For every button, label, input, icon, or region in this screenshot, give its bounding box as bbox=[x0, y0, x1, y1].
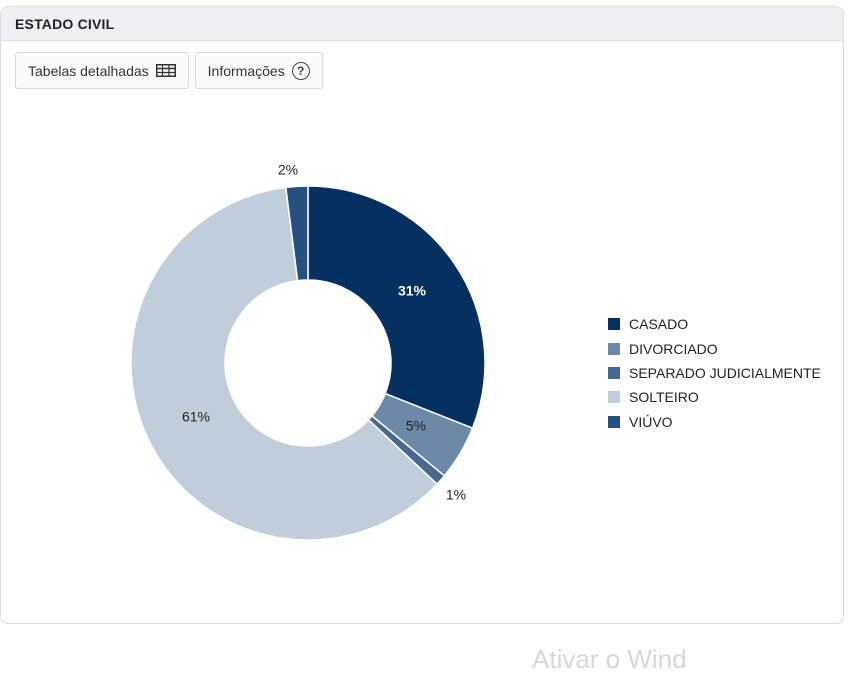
data-label-divorciado: 5% bbox=[406, 418, 426, 434]
pie-slice-solteiro[interactable] bbox=[130, 186, 439, 541]
legend-swatch bbox=[608, 366, 620, 379]
donut-chart: 31% 5% 1% 61% 2% bbox=[130, 162, 486, 541]
info-label: Informações bbox=[207, 62, 285, 79]
legend-swatch bbox=[608, 318, 620, 331]
pie-slice-vi-vo[interactable] bbox=[284, 185, 309, 282]
data-label-separado-judicialmente: 1% bbox=[446, 487, 466, 503]
legend-item-solteiro[interactable]: SOLTEIRO bbox=[608, 385, 821, 409]
legend-swatch bbox=[608, 342, 620, 355]
legend-item-divorciado[interactable]: DIVORCIADO bbox=[608, 336, 821, 360]
estado-civil-panel: ESTADO CIVIL Tabelas detalhadas Informaç… bbox=[0, 6, 844, 624]
legend-item-separado-judicialmente[interactable]: SEPARADO JUDICIALMENTE bbox=[608, 361, 821, 385]
data-label-vi-vo: 2% bbox=[278, 162, 298, 178]
legend-swatch bbox=[608, 391, 620, 404]
legend-label: SEPARADO JUDICIALMENTE bbox=[629, 364, 821, 381]
activation-watermark: Ativar o Wind bbox=[532, 644, 687, 674]
legend-label: DIVORCIADO bbox=[629, 340, 718, 357]
legend-item-vi-vo[interactable]: VIÚVO bbox=[608, 410, 821, 434]
data-label-casado: 31% bbox=[398, 283, 427, 299]
detailed-tables-button[interactable]: Tabelas detalhadas bbox=[15, 52, 189, 89]
data-label-solteiro: 61% bbox=[182, 409, 210, 425]
panel-title: ESTADO CIVIL bbox=[15, 15, 115, 32]
detailed-tables-label: Tabelas detalhadas bbox=[28, 62, 149, 79]
legend-label: SOLTEIRO bbox=[629, 389, 699, 406]
legend-swatch bbox=[608, 415, 620, 428]
info-button[interactable]: Informações ? bbox=[194, 52, 323, 89]
panel-toolbar: Tabelas detalhadas Informações ? bbox=[15, 52, 323, 89]
chart-legend: CASADO DIVORCIADO SEPARADO JUDICIALMENTE SO… bbox=[608, 312, 821, 434]
legend-item-casado[interactable]: CASADO bbox=[608, 312, 821, 336]
help-circle-icon: ? bbox=[291, 61, 310, 80]
panel-header: ESTADO CIVIL bbox=[1, 7, 843, 41]
legend-label: CASADO bbox=[629, 316, 689, 333]
legend-label: VIÚVO bbox=[629, 413, 673, 430]
table-icon bbox=[155, 64, 176, 77]
pie-slice-casado[interactable] bbox=[307, 185, 486, 430]
